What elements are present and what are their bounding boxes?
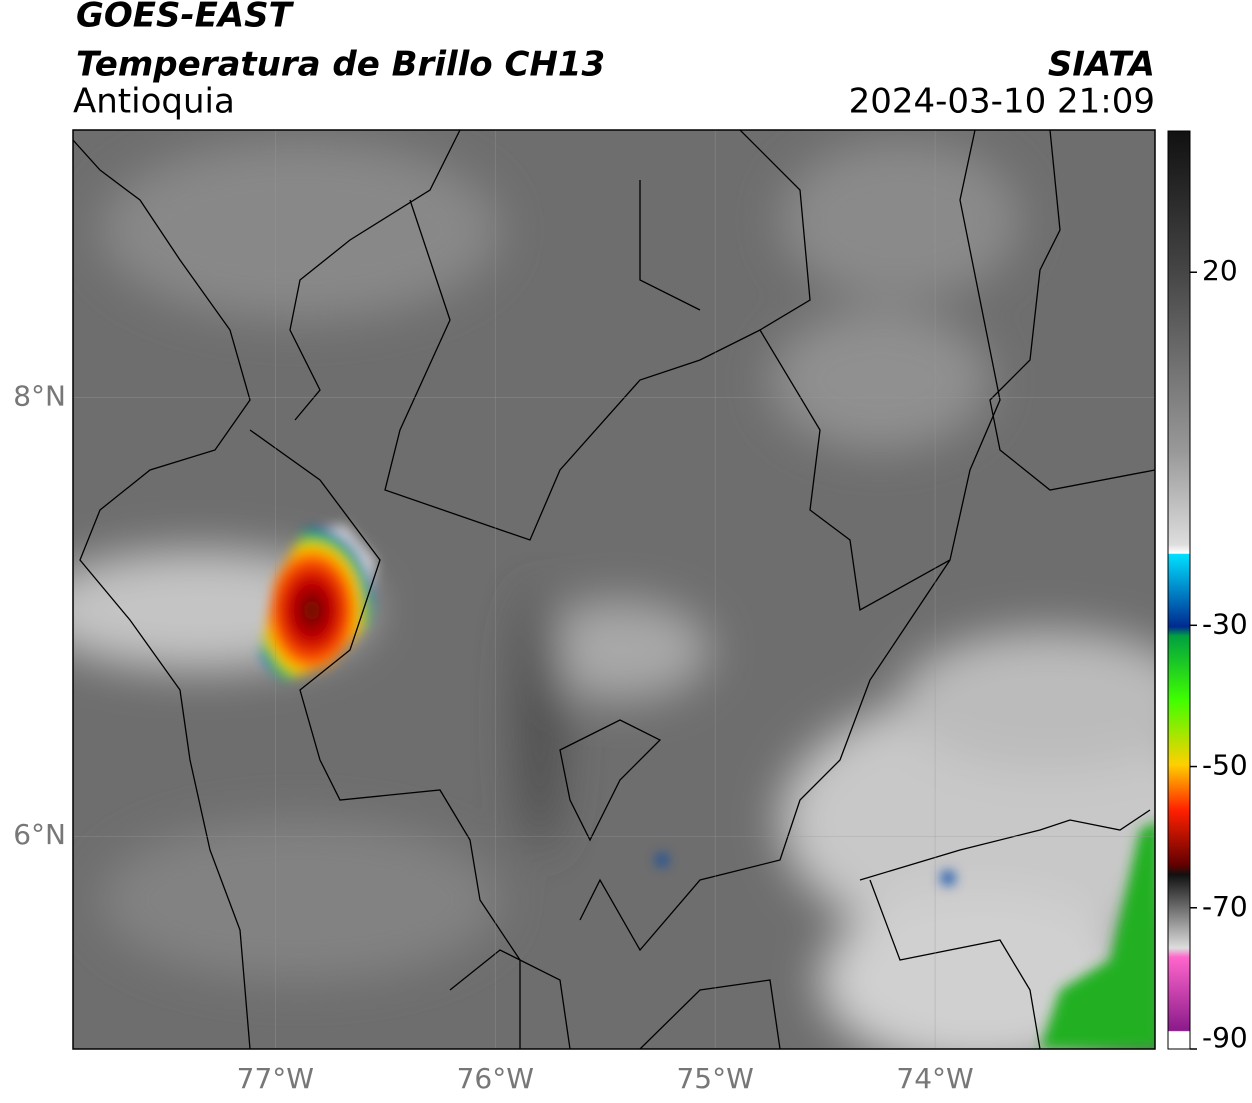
datetime: 2024-03-10 21:09 — [849, 82, 1155, 122]
x-tick-label: 77°W — [237, 1062, 314, 1095]
colorbar-tick-label: -30 — [1202, 607, 1248, 640]
product: Temperatura de Brillo CH13 — [76, 45, 605, 85]
y-tick-label: 8°N — [13, 380, 66, 413]
colorbar — [1167, 130, 1191, 1050]
satellite: GOES-EAST — [76, 0, 295, 36]
grid — [73, 130, 1155, 1049]
region: Antioquia — [73, 82, 235, 122]
x-tick-label: 76°W — [457, 1062, 534, 1095]
y-tick-label: 6°N — [13, 818, 66, 851]
map-frame — [72, 129, 1156, 1050]
colorbar-tick-label: 20 — [1202, 254, 1238, 287]
x-tick-label: 74°W — [896, 1062, 973, 1095]
colorbar-tick-label: -70 — [1202, 890, 1248, 923]
colorbar-tick-label: -50 — [1202, 749, 1248, 782]
x-tick-label: 75°W — [676, 1062, 753, 1095]
source: SIATA — [1048, 45, 1155, 85]
map-image — [73, 130, 1155, 1049]
colorbar-tick-label: -90 — [1202, 1021, 1248, 1054]
